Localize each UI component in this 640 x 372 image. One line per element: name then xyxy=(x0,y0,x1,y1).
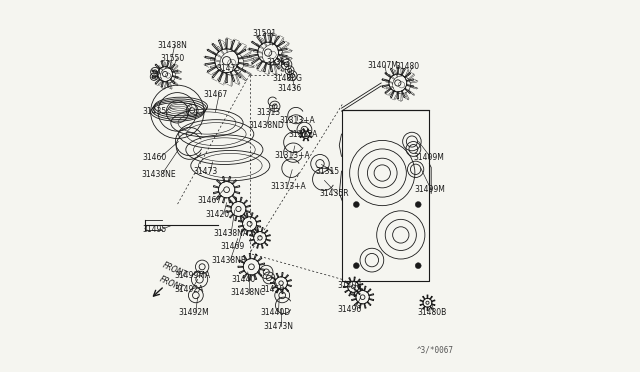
Text: 31492M: 31492M xyxy=(179,308,209,317)
Text: 31313: 31313 xyxy=(256,108,280,117)
Text: 31438NB: 31438NB xyxy=(212,256,247,264)
Text: 31408: 31408 xyxy=(338,281,362,290)
Text: 31469: 31469 xyxy=(220,242,244,251)
Text: 31438ND: 31438ND xyxy=(249,122,285,131)
Text: 31450: 31450 xyxy=(260,285,285,294)
Text: 31313+A: 31313+A xyxy=(275,151,310,160)
Circle shape xyxy=(353,263,359,269)
Text: FRONT: FRONT xyxy=(161,261,188,280)
Text: 31499M: 31499M xyxy=(415,185,445,194)
Text: 31480G: 31480G xyxy=(273,74,303,83)
Text: 31440D: 31440D xyxy=(260,308,290,317)
Text: 31499MA: 31499MA xyxy=(175,271,211,280)
Text: ^3/*0067: ^3/*0067 xyxy=(417,345,453,354)
Text: 31313+A: 31313+A xyxy=(270,182,306,191)
Text: 31420: 31420 xyxy=(206,210,230,219)
Text: 31467: 31467 xyxy=(204,90,227,99)
Text: 31435: 31435 xyxy=(142,108,166,116)
Text: 31480B: 31480B xyxy=(417,308,446,317)
Circle shape xyxy=(415,263,421,269)
Text: 31407M: 31407M xyxy=(367,61,398,70)
Text: 31475: 31475 xyxy=(216,64,241,73)
Text: 31436: 31436 xyxy=(277,84,301,93)
Text: 31492A: 31492A xyxy=(175,285,204,294)
Text: 31591: 31591 xyxy=(253,29,276,38)
Text: 31473N: 31473N xyxy=(264,322,294,331)
Text: 31480: 31480 xyxy=(396,62,420,71)
Text: 31409M: 31409M xyxy=(413,153,444,161)
Text: 31440: 31440 xyxy=(232,275,256,284)
Text: 31550: 31550 xyxy=(161,54,185,62)
Text: 31495: 31495 xyxy=(143,225,167,234)
Text: 31315A: 31315A xyxy=(289,130,318,140)
Text: FRONT: FRONT xyxy=(157,275,185,294)
Text: 31313+A: 31313+A xyxy=(279,116,315,125)
Circle shape xyxy=(415,202,421,208)
Text: 31438NA: 31438NA xyxy=(213,229,248,238)
Circle shape xyxy=(353,202,359,208)
Text: 31438NE: 31438NE xyxy=(141,170,176,179)
Text: 31313: 31313 xyxy=(266,58,291,67)
Text: 31467: 31467 xyxy=(197,196,221,205)
Text: 31496: 31496 xyxy=(338,305,362,314)
Text: 31435R: 31435R xyxy=(319,189,349,198)
Text: 31438NC: 31438NC xyxy=(230,288,266,297)
Text: 31315: 31315 xyxy=(316,167,340,176)
Text: 31473: 31473 xyxy=(193,167,218,176)
Text: 31438N: 31438N xyxy=(157,41,188,50)
Text: 31460: 31460 xyxy=(143,153,167,161)
